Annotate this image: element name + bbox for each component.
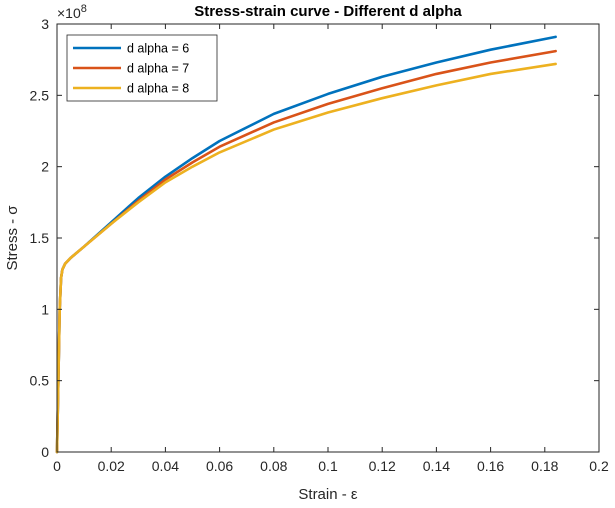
x-axis-label: Strain - ε [298, 486, 358, 503]
y-tick-label: 3 [41, 16, 49, 32]
y-tick-label: 0.5 [30, 373, 50, 389]
x-tick-label: 0.16 [477, 458, 504, 474]
x-axis-ticks: 0 0.02 0.04 0.06 0.08 0.1 0.12 0.14 0.16 0.18 0.2 [53, 24, 609, 474]
legend-label: d alpha = 7 [127, 62, 189, 76]
x-tick-label: 0.08 [260, 458, 287, 474]
y-exponent-power: 8 [81, 3, 87, 15]
x-tick-label: 0.12 [369, 458, 396, 474]
y-tick-label: 2 [41, 159, 49, 175]
x-tick-label: 0.02 [98, 458, 125, 474]
x-tick-label: 0 [53, 458, 61, 474]
y-axis-label: Stress - σ [4, 205, 21, 271]
legend-label: d alpha = 8 [127, 82, 189, 96]
y-exponent: ×108 [57, 3, 87, 21]
axes-box [56, 23, 600, 453]
y-tick-label: 2.5 [30, 87, 50, 103]
series-line-3 [55, 62, 557, 454]
x-tick-label: 0.14 [423, 458, 450, 474]
y-tick-label: 0 [41, 444, 49, 460]
x-tick-label: 0.1 [318, 458, 338, 474]
y-tick-label: 1.5 [30, 230, 50, 246]
y-tick-label: 1 [41, 301, 49, 317]
series-group [55, 35, 557, 454]
y-exponent-base: ×10 [57, 5, 81, 21]
chart-title: Stress-strain curve - Different d alpha [194, 3, 462, 20]
x-tick-label: 0.2 [589, 458, 609, 474]
x-tick-label: 0.06 [206, 458, 233, 474]
legend: d alpha = 6 d alpha = 7 d alpha = 8 [66, 34, 218, 102]
x-tick-label: 0.04 [152, 458, 179, 474]
x-tick-label: 0.18 [531, 458, 558, 474]
y-axis-ticks: 0 0.5 1 1.5 2 2.5 3 [30, 16, 599, 460]
legend-label: d alpha = 6 [127, 42, 189, 56]
